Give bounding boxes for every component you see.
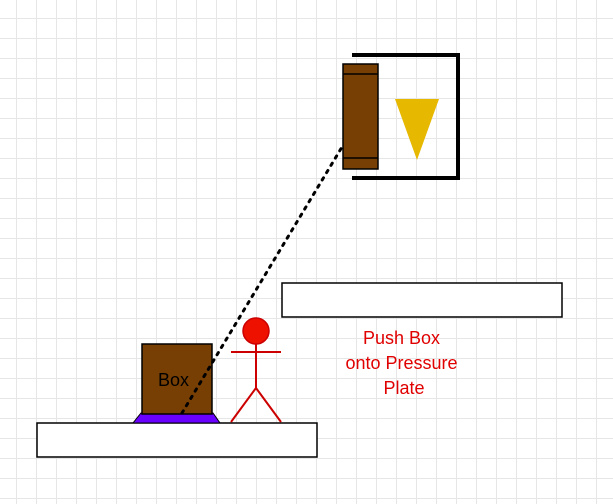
instruction-line-2: onto Pressure [345,353,457,373]
pressure-plate [131,412,221,424]
stick-figure-head [242,317,270,345]
stick-figure-icon [230,317,282,423]
door [342,63,379,170]
down-triangle-icon [395,99,439,160]
box [141,343,213,415]
door-frame [352,53,460,180]
instruction-text: Push Box onto Pressure Plate [345,328,462,398]
connection-line [180,145,344,415]
stick-figure-right-leg [255,387,282,423]
instruction-line-3: Plate [383,378,424,398]
ground-platform [36,422,318,458]
box-label: Box [158,370,189,390]
upper-platform [281,282,563,318]
stick-figure-left-leg [230,387,257,423]
door-panel [342,63,379,170]
instruction-line-1: Push Box [363,328,440,348]
